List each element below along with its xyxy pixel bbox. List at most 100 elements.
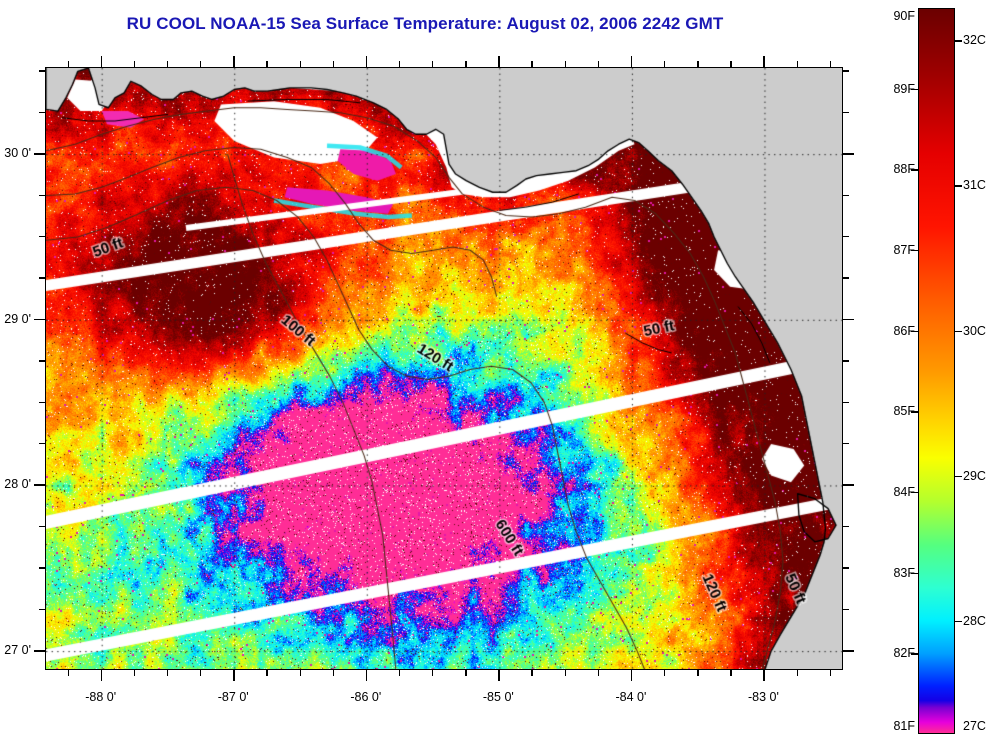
axis-tick-minor-y bbox=[39, 235, 45, 238]
colorbar-label-fahrenheit: 86F bbox=[893, 323, 915, 338]
axis-tick-minor-y bbox=[39, 443, 45, 445]
axis-tick-minor-y bbox=[843, 194, 849, 196]
axis-tick-major-y bbox=[843, 153, 854, 155]
axis-tick-minor-x bbox=[796, 61, 798, 67]
axis-tick-minor-y bbox=[843, 235, 849, 238]
axis-tick-minor-y bbox=[843, 608, 849, 611]
colorbar-tick-fahrenheit bbox=[911, 250, 918, 252]
axis-label-latitude: 28 0' bbox=[4, 477, 31, 492]
axis-tick-major-y bbox=[34, 650, 45, 652]
axis-tick-minor-x bbox=[166, 61, 169, 67]
colorbar-label-fahrenheit: 87F bbox=[893, 243, 915, 257]
axis-tick-minor-x bbox=[531, 670, 533, 676]
axis-tick-major-x bbox=[763, 670, 765, 681]
colorbar-label-fahrenheit: 83F bbox=[893, 565, 915, 580]
axis-label-longitude: -86 0' bbox=[350, 690, 382, 704]
axis-tick-major-x bbox=[365, 670, 368, 681]
axis-tick-major-x bbox=[498, 56, 500, 67]
colorbar-label-celsius: 30C bbox=[963, 323, 986, 338]
axis-tick-minor-y bbox=[39, 70, 45, 72]
axis-tick-minor-x bbox=[432, 61, 434, 67]
axis-tick-minor-x bbox=[597, 670, 600, 676]
axis-tick-minor-x bbox=[200, 670, 202, 676]
axis-tick-minor-x bbox=[398, 61, 401, 67]
colorbar-tick-fahrenheit bbox=[911, 169, 918, 171]
axis-tick-minor-y bbox=[843, 360, 849, 362]
axis-label-longitude: -88 0' bbox=[85, 690, 117, 704]
colorbar-tick-fahrenheit bbox=[911, 653, 918, 655]
colorbar-label-fahrenheit: 88F bbox=[893, 162, 915, 177]
axis-label-longitude: -85 0' bbox=[482, 690, 514, 704]
axis-tick-major-x bbox=[233, 670, 235, 681]
axis-tick-minor-y bbox=[39, 608, 45, 611]
axis-tick-major-y bbox=[34, 153, 45, 155]
colorbar-label-celsius: 31C bbox=[963, 178, 986, 193]
sea-surface-temperature-raster bbox=[46, 68, 842, 669]
axis-tick-minor-y bbox=[843, 277, 849, 279]
axis-tick-major-x bbox=[100, 56, 103, 67]
colorbar-label-fahrenheit: 90F bbox=[893, 9, 915, 23]
colorbar-label-fahrenheit: 89F bbox=[893, 81, 915, 96]
axis-tick-minor-x bbox=[697, 61, 699, 67]
axis-tick-minor-x bbox=[697, 670, 699, 676]
axis-label-latitude: 30 0' bbox=[4, 146, 31, 161]
colorbar-gradient bbox=[918, 8, 955, 734]
axis-label-longitude: -84 0' bbox=[615, 690, 647, 704]
axis-tick-minor-x bbox=[332, 670, 335, 676]
axis-tick-major-x bbox=[630, 56, 633, 67]
colorbar-label-celsius: 29C bbox=[963, 468, 986, 483]
colorbar-tick-celsius bbox=[955, 621, 962, 623]
axis-tick-minor-x bbox=[465, 670, 467, 676]
axis-tick-minor-x bbox=[398, 670, 401, 676]
axis-tick-minor-y bbox=[843, 567, 849, 569]
axis-tick-minor-x bbox=[531, 61, 533, 67]
axis-tick-minor-x bbox=[564, 61, 567, 67]
axis-tick-minor-x bbox=[597, 61, 600, 67]
axis-tick-minor-y bbox=[39, 194, 45, 196]
page-title: RU COOL NOAA-15 Sea Surface Temperature:… bbox=[126, 14, 724, 33]
colorbar-label-celsius: 28C bbox=[963, 614, 986, 629]
colorbar-tick-fahrenheit bbox=[911, 88, 918, 91]
axis-tick-minor-y bbox=[843, 111, 849, 114]
axis-label-latitude: 27 0' bbox=[4, 643, 31, 658]
colorbar-tick-fahrenheit bbox=[911, 492, 918, 494]
axis-tick-major-x bbox=[630, 670, 633, 681]
colorbar-label-fahrenheit: 85F bbox=[893, 404, 915, 419]
axis-tick-minor-y bbox=[843, 443, 849, 445]
axis-tick-minor-x bbox=[67, 61, 69, 67]
axis-tick-minor-y bbox=[39, 360, 45, 362]
axis-tick-major-x bbox=[365, 56, 368, 67]
axis-tick-minor-x bbox=[133, 61, 136, 67]
axis-tick-minor-x bbox=[829, 670, 832, 676]
axis-tick-minor-x bbox=[133, 670, 136, 676]
axis-tick-minor-x bbox=[332, 61, 335, 67]
axis-tick-major-x bbox=[100, 670, 103, 681]
axis-tick-major-y bbox=[34, 318, 45, 321]
axis-tick-minor-y bbox=[39, 277, 45, 279]
axis-label-latitude: 29 0' bbox=[4, 311, 31, 326]
axis-tick-minor-y bbox=[39, 401, 45, 404]
colorbar: 90F 89F 88F 87F 86F 85F 84F 83F 82F 81F 32C 31C 30C 2… bbox=[893, 8, 986, 734]
axis-tick-minor-y bbox=[843, 70, 849, 72]
axis-tick-major-y bbox=[34, 484, 45, 486]
axis-tick-minor-x bbox=[266, 670, 268, 676]
colorbar-label-celsius: 32C bbox=[963, 33, 986, 48]
colorbar-label-celsius: 27C bbox=[963, 719, 986, 733]
colorbar-label-fahrenheit: 82F bbox=[893, 646, 915, 661]
colorbar-tick-celsius bbox=[955, 185, 962, 187]
axis-tick-minor-x bbox=[829, 61, 832, 67]
axis-tick-major-x bbox=[763, 56, 765, 67]
map-plot-area bbox=[45, 67, 843, 670]
axis-tick-minor-y bbox=[39, 111, 45, 114]
colorbar-tick-celsius bbox=[955, 475, 962, 478]
axis-tick-minor-y bbox=[39, 567, 45, 569]
axis-tick-minor-x bbox=[432, 670, 434, 676]
axis-tick-minor-x bbox=[730, 61, 732, 67]
colorbar-label-fahrenheit: 81F bbox=[893, 719, 915, 733]
axis-tick-minor-x bbox=[67, 670, 69, 676]
colorbar-tick-celsius bbox=[955, 330, 962, 333]
axis-tick-minor-x bbox=[166, 670, 169, 676]
axis-label-longitude: -87 0' bbox=[217, 690, 249, 704]
axis-tick-minor-x bbox=[796, 670, 798, 676]
axis-tick-minor-x bbox=[299, 61, 301, 67]
